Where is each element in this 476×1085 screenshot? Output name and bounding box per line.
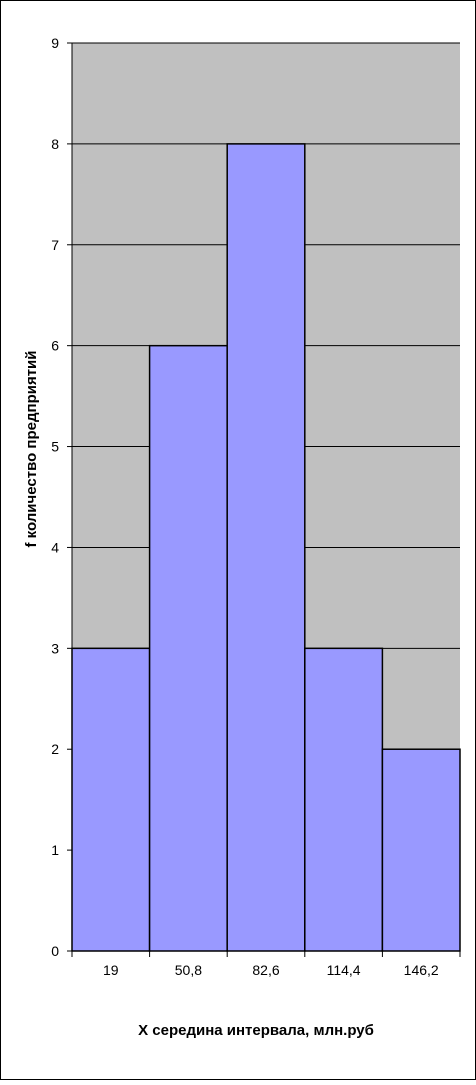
axes (67, 42, 461, 957)
y-axis-title: f количество предприятий (23, 351, 40, 548)
bars (71, 143, 461, 952)
bar-4 (304, 647, 384, 952)
bar-5 (381, 748, 461, 952)
x-tick-label: 146,2 (404, 962, 439, 978)
y-tick-label: 8 (51, 136, 59, 152)
bar-2 (148, 344, 228, 952)
y-tick-label: 3 (51, 640, 59, 656)
y-tick-labels: 0 1 2 3 4 5 6 7 8 9 (51, 35, 59, 959)
bar-3 (226, 143, 306, 952)
bar-1 (71, 647, 151, 952)
x-axis-title: X середина интервала, млн.руб (138, 1022, 374, 1039)
x-tick-labels: 19 50,8 82,6 114,4 146,2 (103, 962, 439, 978)
y-tick-label: 2 (51, 741, 59, 757)
y-tick-label: 7 (51, 237, 59, 253)
y-tick-label: 5 (51, 439, 59, 455)
x-tick-label: 82,6 (252, 962, 279, 978)
x-tick-label: 114,4 (327, 962, 361, 978)
y-tick-label: 0 (51, 943, 59, 959)
y-tick-label: 1 (51, 842, 59, 858)
x-tick-label: 19 (103, 962, 119, 978)
y-tick-label: 4 (51, 539, 59, 555)
y-tick-label: 9 (51, 35, 59, 51)
x-tick-label: 50,8 (175, 962, 202, 978)
y-tick-label: 6 (51, 338, 59, 354)
